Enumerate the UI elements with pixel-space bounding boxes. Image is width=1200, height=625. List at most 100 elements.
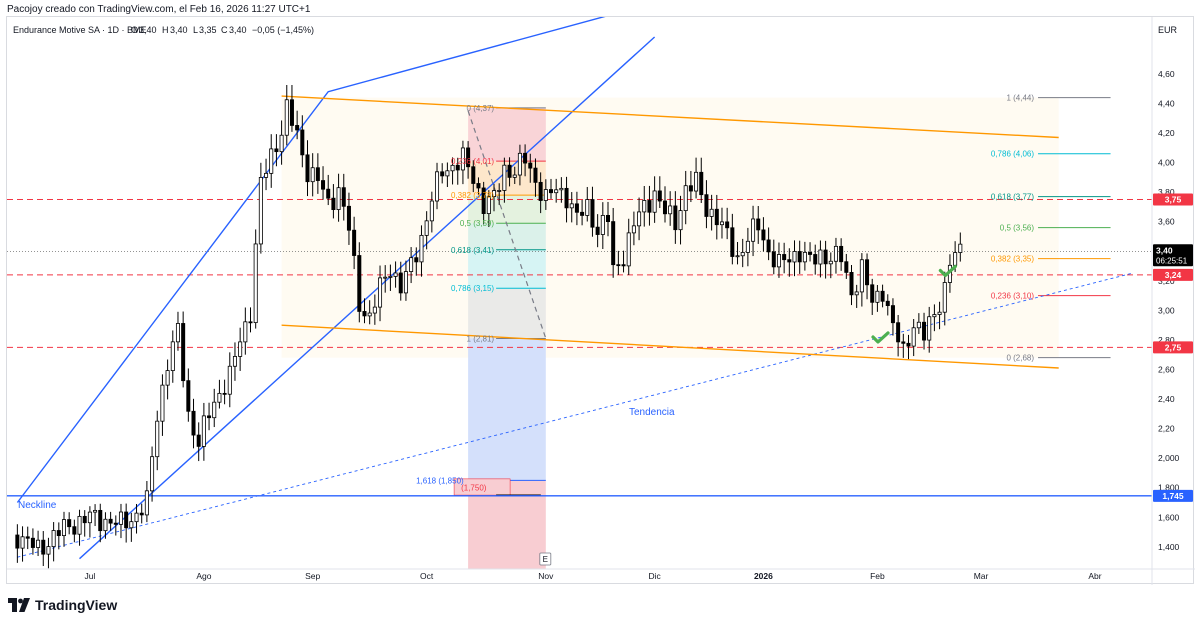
candle-body [186,380,191,412]
candle-body [264,172,269,178]
candle-body [279,134,284,153]
candle-body [548,189,554,194]
candle-body [662,200,667,215]
candle-body [642,200,647,213]
candle-body [129,521,134,529]
background-layer [281,97,1059,569]
candle-body [668,205,673,215]
candle-body [41,539,46,555]
candle-body [865,259,870,286]
price-chart[interactable]: 0 (4,37) 0,236 (4,01) 0,382 (3,78) 0,5 (3,5… [7,17,1195,585]
fib-right-label: 0,382 (3,35) [991,255,1034,264]
time-tick: Oct [420,571,434,581]
price-tick: 4,20 [1158,128,1175,138]
candle-body [564,187,569,209]
candle-body [942,282,947,313]
time-axis[interactable]: Jul Ago Sep Oct Nov Dic 2026 Feb Mar Abr [7,568,1195,581]
candle-body [833,245,838,262]
legend-change: −0,05 (−1,45%) [252,25,314,35]
candle-body [46,546,51,555]
level-tag-text: 2,75 [1165,342,1182,352]
candle-body [248,321,253,324]
upper-blue-line [16,17,606,503]
candle-body [823,249,828,265]
candle-body [409,257,414,272]
candle-body [139,512,144,516]
candle-body [419,234,424,263]
candle-body [808,251,813,255]
candle-body [844,261,849,273]
candle-body [528,162,533,169]
time-tick: Jul [84,571,95,581]
candle-body [346,205,351,231]
candle-body [554,189,559,194]
candle-body [352,229,357,256]
candle-body [911,327,916,347]
candle-body [103,518,108,532]
candle-body [497,190,502,192]
trend-label: Tendencia [629,407,675,418]
candle-body [745,240,750,253]
candle-body [300,129,305,156]
candle-body [87,511,92,524]
price-tick: 3,60 [1158,217,1175,227]
candle-body [854,291,859,296]
candle-body [222,392,227,395]
candle-body [776,254,781,268]
candle-body [30,537,35,548]
candle-body [787,259,792,263]
level-tag-text: 3,24 [1165,270,1182,280]
candle-body [880,290,885,302]
candle-body [481,187,486,214]
last-price-tag [1153,244,1193,267]
fib-right-label: 0 (2,68) [1006,354,1034,363]
candle-body [295,125,300,131]
fib-right-label: 0,236 (3,10) [991,292,1034,301]
candle-body [782,254,787,261]
legend-symbol: Endurance Motive SA · 1D · BME [13,25,147,35]
price-tick: 2,20 [1158,424,1175,434]
candle-body [714,208,719,226]
lower-blue-line [79,36,656,560]
fib-target-label: (1,750) [461,484,487,493]
countdown-text: 06:25:51 [1156,256,1188,265]
chart-frame[interactable]: 0 (4,37) 0,236 (4,01) 0,382 (3,78) 0,5 (3,5… [6,16,1195,585]
candle-body [523,152,528,164]
orange-channel-top [281,95,1059,139]
candle-body [797,251,802,263]
last-price-text: 3,40 [1156,245,1173,255]
candle-body [378,277,383,308]
candle-body [492,190,497,197]
candle-body [637,211,642,227]
tradingview-brand[interactable]: TradingView [8,597,117,613]
candle-body [336,187,341,210]
time-tick: Nov [538,571,554,581]
price-tick: 2,60 [1158,365,1175,375]
candle-body [719,221,724,226]
candle-body [828,260,833,265]
legend-close-label: C [221,25,228,35]
candle-body [896,322,901,343]
price-axis[interactable]: 1,400 1,600 1,800 2,000 2,20 2,40 2,60 2,80 3,00… [1151,17,1193,585]
candle-body [761,229,766,241]
candle-body [289,99,294,126]
time-tick: Mar [974,571,989,581]
candle-body [766,239,771,253]
candle-body [15,534,20,549]
price-tick: 4,60 [1158,69,1175,79]
fib-zone [468,288,546,339]
candle-body [414,257,419,263]
price-tick: 1,600 [1158,512,1180,522]
candle-body [155,420,160,458]
candle-body [435,171,440,202]
candle-body [771,251,776,268]
candle-body [393,272,398,277]
candle-body [870,284,875,303]
candle-body [98,509,103,532]
candle-body [217,392,222,403]
currency-label[interactable]: EUR [1158,25,1178,35]
candle-body [517,152,522,176]
check-icon [871,331,890,344]
candle-body [398,272,403,294]
time-tick: Sep [305,571,320,581]
